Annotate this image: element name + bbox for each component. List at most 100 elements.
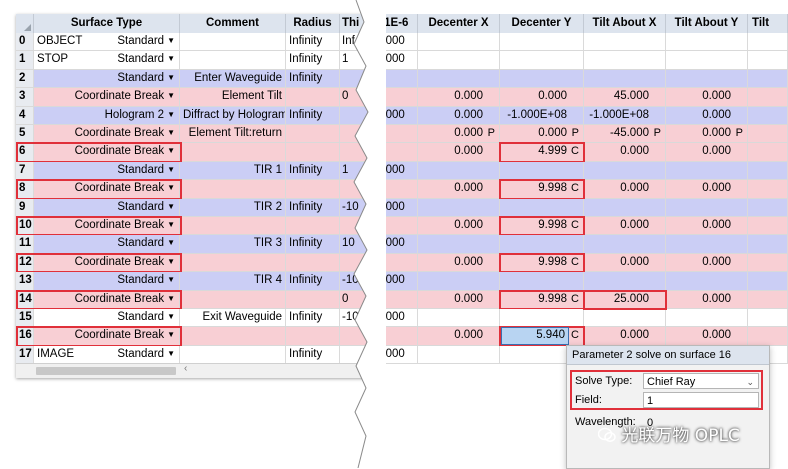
radius-cell[interactable]: Infinity [286, 198, 340, 216]
select-all-corner[interactable] [16, 14, 34, 33]
comment-cell[interactable]: TIR 4 [180, 272, 286, 290]
comment-cell[interactable]: TIR 3 [180, 235, 286, 253]
row-number[interactable]: 14 [16, 290, 34, 308]
row-number[interactable]: 12 [16, 253, 34, 272]
tilt-about-y-cell[interactable]: 0.000 [666, 253, 748, 272]
surface-type-cell[interactable]: Coordinate Break ▼ [34, 88, 180, 106]
tilt-about-z-cell[interactable] [748, 88, 788, 106]
radius-cell[interactable] [286, 180, 340, 198]
decenter-y-cell[interactable]: 9.998 C [500, 290, 584, 308]
row-number[interactable]: 3 [16, 88, 34, 106]
comment-cell[interactable] [180, 143, 286, 161]
row-number[interactable]: 16 [16, 327, 34, 345]
decenter-x-cell[interactable] [418, 33, 500, 51]
comment-cell[interactable] [180, 217, 286, 235]
decenter-x-cell[interactable] [418, 345, 500, 364]
surface-type-cell[interactable]: Coordinate Break ▼ [34, 125, 180, 143]
tilt-about-z-cell[interactable] [748, 180, 788, 198]
col-header-radius[interactable]: Radius [286, 14, 340, 33]
surface-type-cell[interactable]: Coordinate Break ▼ [34, 290, 180, 308]
row-number[interactable]: 13 [16, 272, 34, 290]
decenter-x-cell[interactable] [418, 235, 500, 253]
radius-cell[interactable]: Infinity [286, 345, 340, 364]
row-number[interactable]: 10 [16, 217, 34, 235]
tilt-about-y-cell[interactable] [666, 309, 748, 327]
scrollbar-thumb[interactable] [36, 367, 176, 375]
comment-cell[interactable] [180, 51, 286, 69]
decenter-x-cell[interactable]: 0.000 [418, 217, 500, 235]
decenter-x-cell[interactable] [418, 309, 500, 327]
tilt-about-y-cell[interactable]: 0.000 [666, 143, 748, 161]
col-header-comment[interactable]: Comment [180, 14, 286, 33]
comment-cell[interactable]: TIR 2 [180, 198, 286, 216]
field-input[interactable]: 1 [643, 392, 759, 408]
scroll-left-arrow-icon[interactable]: ‹ [184, 363, 188, 374]
surface-type-cell[interactable]: OBJECT Standard ▼ [34, 33, 180, 51]
comment-cell[interactable] [180, 253, 286, 272]
row-number[interactable]: 11 [16, 235, 34, 253]
tilt-about-x-cell[interactable] [584, 51, 666, 69]
surface-type-cell[interactable]: Coordinate Break ▼ [34, 143, 180, 161]
tilt-about-z-cell[interactable] [748, 69, 788, 88]
decenter-x-cell[interactable]: 0.000 [418, 180, 500, 198]
tilt-about-y-cell[interactable] [666, 33, 748, 51]
decenter-y-cell[interactable] [500, 272, 584, 290]
decenter-y-cell[interactable]: 4.999 C [500, 143, 584, 161]
radius-cell[interactable]: Infinity [286, 309, 340, 327]
tilt-about-y-cell[interactable] [666, 161, 748, 180]
horizontal-scrollbar[interactable]: ‹ [16, 363, 368, 378]
radius-cell[interactable]: Infinity [286, 51, 340, 69]
tilt-about-x-cell[interactable]: -1.000E+08 [584, 106, 666, 124]
surface-type-cell[interactable]: Standard ▼ [34, 198, 180, 216]
col-header-decenter-y[interactable]: Decenter Y [500, 14, 584, 33]
tilt-about-x-cell[interactable]: 0.000 [584, 327, 666, 345]
row-number[interactable]: 15 [16, 309, 34, 327]
surface-type-cell[interactable]: IMAGE Standard ▼ [34, 345, 180, 364]
decenter-x-cell[interactable]: 0.000 [418, 253, 500, 272]
tilt-about-y-cell[interactable]: 0.000 [666, 106, 748, 124]
surface-type-cell[interactable]: Hologram 2 ▼ [34, 106, 180, 124]
decenter-y-cell[interactable] [500, 235, 584, 253]
decenter-x-cell[interactable]: 0.000 [418, 88, 500, 106]
row-number[interactable]: 7 [16, 161, 34, 180]
decenter-y-cell[interactable]: 9.998 C [500, 253, 584, 272]
tilt-about-y-cell[interactable]: 0.000 [666, 327, 748, 345]
surface-type-cell[interactable]: Standard ▼ [34, 69, 180, 88]
col-header-decenter-x[interactable]: Decenter X [418, 14, 500, 33]
tilt-about-y-cell[interactable] [666, 51, 748, 69]
decenter-y-cell[interactable]: 0.000 [500, 88, 584, 106]
tilt-about-z-cell[interactable] [748, 290, 788, 308]
col-header-tilt-about-y[interactable]: Tilt About Y [666, 14, 748, 33]
radius-cell[interactable]: Infinity [286, 272, 340, 290]
col-header-tilt-about-z[interactable]: Tilt [748, 14, 788, 33]
decenter-x-cell[interactable]: 0.000 [418, 290, 500, 308]
radius-cell[interactable] [286, 143, 340, 161]
surface-type-cell[interactable]: Standard ▼ [34, 309, 180, 327]
tilt-about-x-cell[interactable] [584, 33, 666, 51]
radius-cell[interactable] [286, 88, 340, 106]
tilt-about-z-cell[interactable] [748, 143, 788, 161]
row-number[interactable]: 17 [16, 345, 34, 364]
surface-type-cell[interactable]: Coordinate Break ▼ [34, 217, 180, 235]
decenter-y-cell[interactable]: 9.998 C [500, 217, 584, 235]
comment-cell[interactable]: TIR 1 [180, 161, 286, 180]
col-header-tilt-about-x[interactable]: Tilt About X [584, 14, 666, 33]
surface-type-cell[interactable]: Coordinate Break ▼ [34, 327, 180, 345]
tilt-about-y-cell[interactable]: 0.000 [666, 290, 748, 308]
tilt-about-y-cell[interactable] [666, 235, 748, 253]
tilt-about-z-cell[interactable] [748, 217, 788, 235]
radius-cell[interactable]: Infinity [286, 106, 340, 124]
decenter-y-cell[interactable] [500, 309, 584, 327]
col-header-surface-type[interactable]: Surface Type [34, 14, 180, 33]
surface-type-cell[interactable]: Standard ▼ [34, 272, 180, 290]
surface-type-cell[interactable]: STOP Standard ▼ [34, 51, 180, 69]
tilt-about-y-cell[interactable] [666, 198, 748, 216]
decenter-y-cell[interactable]: -1.000E+08 [500, 106, 584, 124]
tilt-about-x-cell[interactable]: 0.000 [584, 180, 666, 198]
tilt-about-x-cell[interactable] [584, 198, 666, 216]
tilt-about-x-cell[interactable]: 0.000 [584, 143, 666, 161]
tilt-about-z-cell[interactable] [748, 272, 788, 290]
comment-cell[interactable] [180, 327, 286, 345]
tilt-about-x-cell[interactable] [584, 161, 666, 180]
radius-cell[interactable]: Infinity [286, 235, 340, 253]
